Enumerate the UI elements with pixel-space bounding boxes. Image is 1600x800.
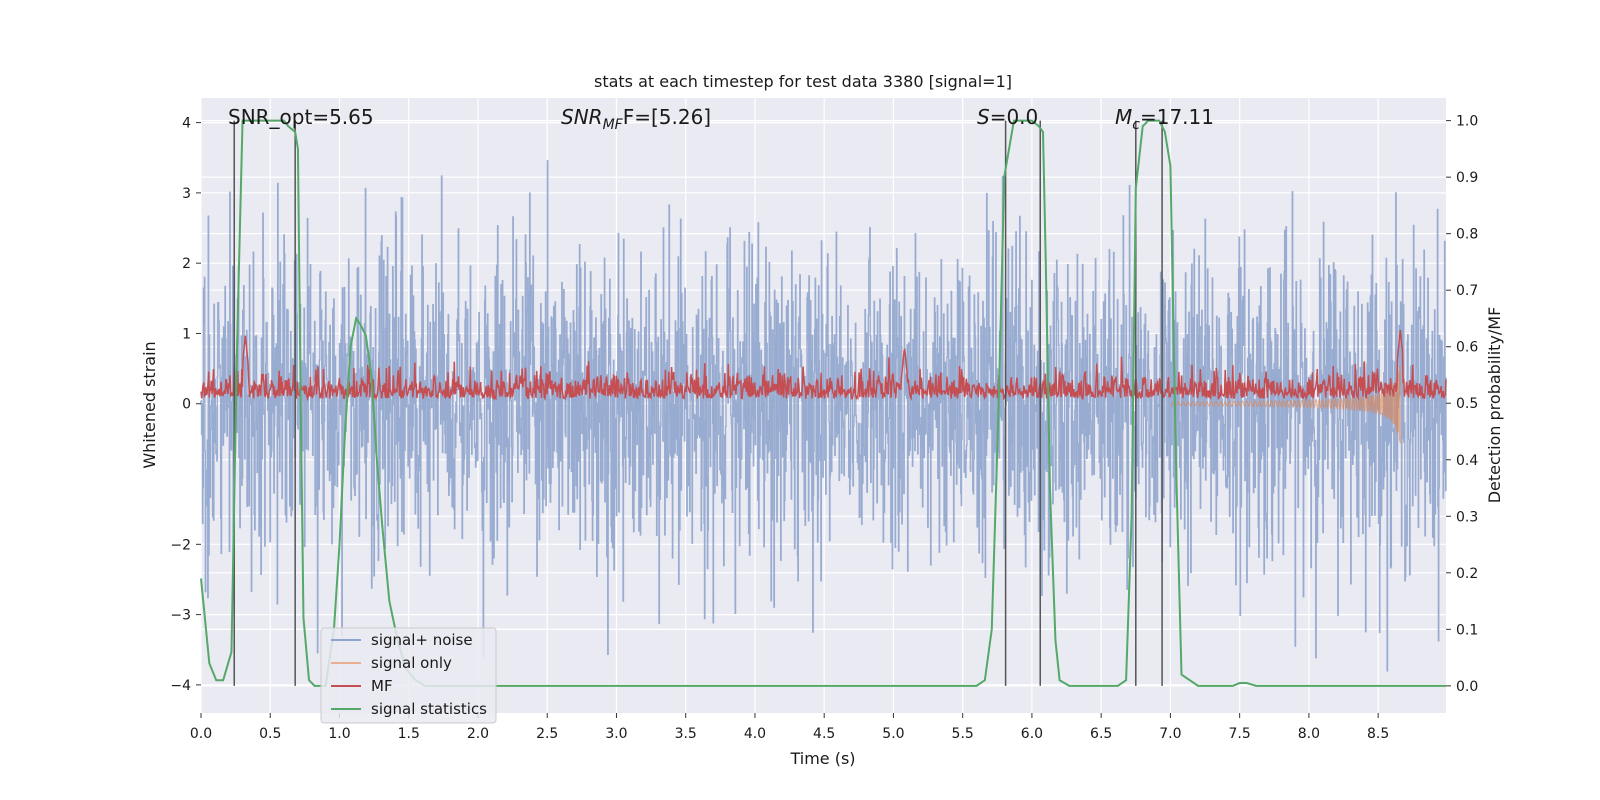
- legend-label-signal-statistics: signal statistics: [371, 700, 487, 718]
- y-tick-label-right: 0.8: [1456, 227, 1478, 243]
- x-tick-label: 6.0: [1021, 726, 1043, 742]
- x-tick-label: 8.5: [1367, 726, 1389, 742]
- y-tick-label-left: 0: [182, 397, 191, 413]
- signal-only-series: [1169, 366, 1401, 444]
- y-tick-label-right: 0.2: [1456, 566, 1478, 582]
- x-tick-label: 2.5: [536, 726, 558, 742]
- y-tick-label-right: 0.3: [1456, 509, 1478, 525]
- x-tick-label: 4.0: [744, 726, 766, 742]
- x-tick-label: 1.5: [398, 726, 420, 742]
- y-tick-label-left: −4: [170, 678, 191, 694]
- legend-label-signal-only: signal only: [371, 654, 452, 672]
- vertical-markers: [233, 120, 1163, 686]
- chart-title: stats at each timestep for test data 338…: [594, 72, 1012, 91]
- annotation-mc: Mc=17.11: [1115, 105, 1214, 133]
- x-tick-label: 2.0: [467, 726, 489, 742]
- y-tick-label-right: 1.0: [1456, 114, 1478, 130]
- x-tick-label: 5.0: [882, 726, 904, 742]
- legend: signal+ noise signal only MF signal stat…: [320, 627, 497, 724]
- x-tick-label: 3.0: [605, 726, 627, 742]
- x-tick-label: 8.0: [1298, 726, 1320, 742]
- y-tick-label-right: 0.9: [1456, 170, 1478, 186]
- x-tick-label: 4.5: [813, 726, 835, 742]
- y-tick-label-right: 0.1: [1456, 622, 1478, 638]
- x-tick-label: 0.5: [259, 726, 281, 742]
- y-tick-label-right: 0.0: [1456, 679, 1478, 695]
- annotation-snr-opt: SNR_opt=5.65: [228, 105, 374, 129]
- y-tick-label-right: 0.6: [1456, 340, 1478, 356]
- x-tick-label: 1.0: [328, 726, 350, 742]
- legend-label-mf: MF: [371, 677, 393, 695]
- x-tick-label: 0.0: [190, 726, 212, 742]
- y-axis-label-right: Detection probability/MF: [1485, 307, 1504, 504]
- y-tick-label-left: −2: [170, 537, 191, 553]
- axis-ticks: 0.0 0.5 1.0 1.5 2.0 2.5 3.0 3.5 4.0 4.5 5.0 5.5 6.0 6…: [170, 114, 1478, 742]
- mf-series: [200, 329, 1447, 402]
- y-axis-label-left: Whitened strain: [140, 341, 159, 468]
- y-tick-label-left: 1: [182, 326, 191, 342]
- x-tick-label: 3.5: [675, 726, 697, 742]
- y-tick-label-left: 4: [182, 116, 191, 132]
- signal-statistics-series: [200, 119, 1446, 687]
- y-tick-label-right: 0.7: [1456, 283, 1478, 299]
- x-tick-label: 5.5: [952, 726, 974, 742]
- y-tick-label-left: −3: [170, 608, 191, 624]
- y-tick-label-right: 0.5: [1456, 396, 1478, 412]
- y-tick-label-left: 3: [182, 186, 191, 202]
- x-axis-label: Time (s): [789, 749, 855, 768]
- signal-only-line: [1169, 366, 1401, 444]
- y-tick-label-left: 2: [182, 256, 191, 272]
- signal-statistics-line: [200, 119, 1446, 687]
- x-tick-label: 7.0: [1159, 726, 1181, 742]
- x-tick-label: 7.5: [1229, 726, 1251, 742]
- y-tick-label-right: 0.4: [1456, 453, 1478, 469]
- signal-noise-line: [200, 160, 1447, 672]
- annotation-snr-mf: SNRMFF=[5.26]: [561, 105, 711, 133]
- mf-line: [200, 329, 1447, 402]
- x-tick-label: 6.5: [1090, 726, 1112, 742]
- signal-noise-series: [200, 160, 1447, 672]
- annotation-s: S=0.0: [977, 105, 1038, 129]
- legend-label-signal-noise: signal+ noise: [371, 631, 473, 649]
- legend-box: [320, 627, 497, 724]
